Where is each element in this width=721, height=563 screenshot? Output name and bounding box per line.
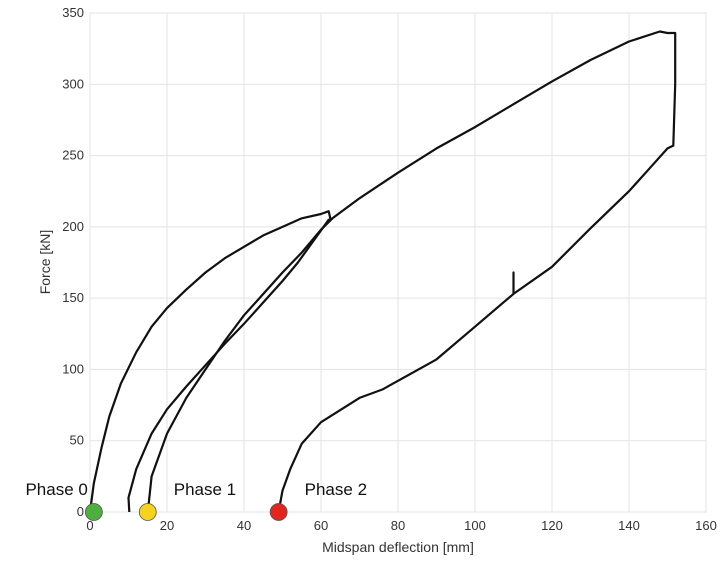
series-lines — [88, 30, 677, 513]
x-tick-label: 140 — [618, 518, 640, 533]
x-tick-label: 0 — [86, 518, 93, 533]
series-line-2 — [146, 30, 677, 513]
x-tick-label: 20 — [160, 518, 174, 533]
y-tick-label: 100 — [62, 361, 84, 376]
x-axis-label: Midspan deflection [mm] — [322, 539, 474, 555]
phase-label: Phase 1 — [174, 480, 236, 499]
y-tick-label: 200 — [62, 219, 84, 234]
x-tick-label: 60 — [314, 518, 328, 533]
phase-marker — [269, 503, 288, 521]
phase-marker — [84, 503, 103, 521]
series-line-1 — [88, 210, 332, 513]
x-tick-label: 80 — [391, 518, 405, 533]
phase-markers: Phase 0 Phase 1 Phase 2 — [25, 480, 367, 521]
x-tick-label: 160 — [695, 518, 717, 533]
grid — [89, 12, 707, 513]
phase-label: Phase 0 — [25, 480, 87, 499]
y-tick-labels: 0 50 100 150 200 250 300 350 — [62, 5, 84, 519]
phase-label: Phase 2 — [305, 480, 367, 499]
x-tick-label: 100 — [464, 518, 486, 533]
x-tick-label: 40 — [237, 518, 251, 533]
phase-marker — [138, 503, 157, 521]
y-tick-label: 300 — [62, 76, 84, 91]
y-axis-label: Force [kN] — [37, 230, 53, 295]
x-tick-label: 120 — [541, 518, 563, 533]
x-tick-labels: 0 20 40 60 80 100 120 140 160 — [86, 518, 716, 533]
y-tick-label: 150 — [62, 290, 84, 305]
y-tick-label: 250 — [62, 148, 84, 163]
y-tick-label: 0 — [77, 504, 84, 519]
y-tick-label: 50 — [70, 433, 84, 448]
y-tick-label: 350 — [62, 5, 84, 20]
